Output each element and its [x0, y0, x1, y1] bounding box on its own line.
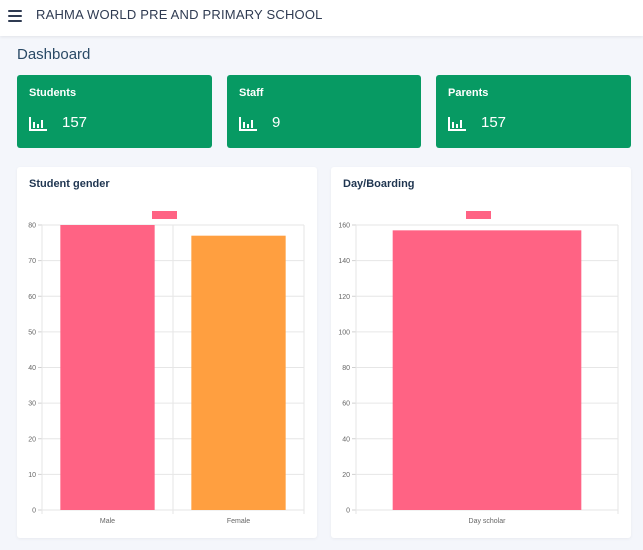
staff-count: 9: [272, 114, 281, 131]
x-tick-label: Female: [227, 518, 250, 525]
y-tick-label: 50: [28, 329, 36, 336]
y-tick-label: 0: [32, 508, 36, 515]
students-card[interactable]: Students 157: [17, 75, 212, 148]
staff-card-label: Staff: [239, 87, 264, 99]
staff-card[interactable]: Staff 9: [227, 75, 421, 148]
y-tick-label: 70: [28, 258, 36, 265]
y-tick-label: 20: [342, 472, 350, 479]
bar-male: [60, 225, 155, 510]
parents-card[interactable]: Parents 157: [436, 75, 631, 148]
student-gender-panel: Student gender 0 10 20 30 40 50 60 70 80 Male Fema…: [17, 167, 317, 538]
bar-chart-icon: [239, 117, 257, 131]
student-gender-chart: 0 10 20 30 40 50 60 70 80 Male Female: [28, 211, 305, 525]
day-boarding-chart-title: Day/Boarding: [343, 178, 415, 190]
y-tick-label: 100: [338, 329, 350, 336]
y-tick-label: 20: [28, 436, 36, 443]
page-title: Dashboard: [17, 46, 91, 63]
bar-chart-icon: [29, 117, 47, 131]
top-bar: RAHMA WORLD PRE AND PRIMARY SCHOOL: [0, 0, 643, 36]
school-name: RAHMA WORLD PRE AND PRIMARY SCHOOL: [36, 7, 323, 22]
day-boarding-chart: 0 20 40 60 80 100 120 140 160 Day scholar: [338, 211, 619, 525]
y-tick-label: 120: [338, 294, 350, 301]
bar-chart-icon: [448, 117, 466, 131]
student-gender-chart-title: Student gender: [29, 178, 110, 190]
legend-swatch: [466, 211, 491, 219]
y-tick-label: 10: [28, 472, 36, 479]
y-tick-label: 0: [346, 508, 350, 515]
day-boarding-panel: Day/Boarding 0 20 40 60 80 100 120 140 160 Day sc…: [331, 167, 631, 538]
x-tick-label: Male: [100, 518, 115, 525]
bar-female: [191, 235, 286, 510]
y-tick-label: 60: [342, 401, 350, 408]
legend-swatch: [152, 211, 177, 219]
y-tick-label: 140: [338, 258, 350, 265]
students-count: 157: [62, 114, 88, 131]
bar-day-scholar: [392, 230, 582, 510]
hamburger-menu-icon[interactable]: [8, 10, 22, 24]
x-tick-label: Day scholar: [469, 518, 507, 525]
students-card-label: Students: [29, 87, 77, 99]
y-tick-label: 80: [342, 365, 350, 372]
y-tick-label: 80: [28, 223, 36, 230]
y-tick-label: 60: [28, 294, 36, 301]
y-tick-label: 30: [28, 401, 36, 408]
y-tick-label: 40: [342, 436, 350, 443]
parents-card-label: Parents: [448, 87, 489, 99]
y-tick-label: 160: [338, 223, 350, 230]
y-tick-label: 40: [28, 365, 36, 372]
parents-count: 157: [481, 114, 507, 131]
